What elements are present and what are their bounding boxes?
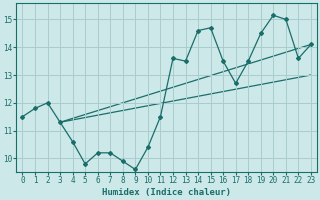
X-axis label: Humidex (Indice chaleur): Humidex (Indice chaleur) xyxy=(102,188,231,197)
